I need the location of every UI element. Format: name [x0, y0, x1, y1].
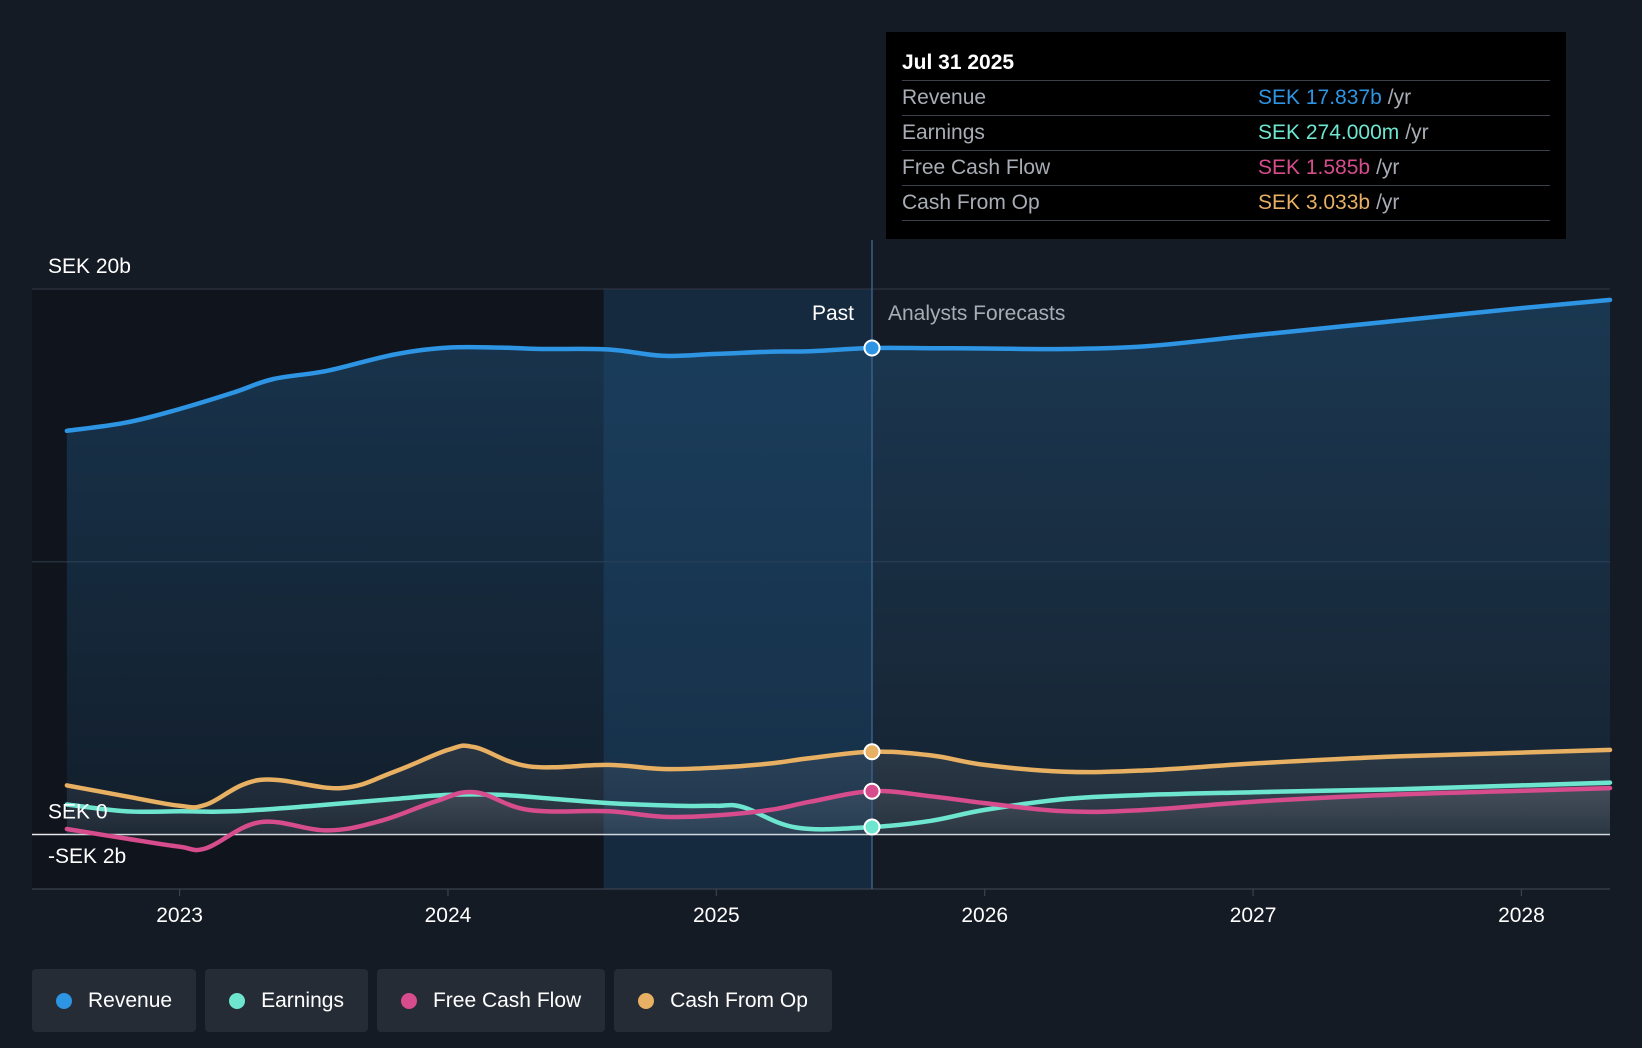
- x-tick-label: 2024: [425, 904, 472, 927]
- revenue-marker: [863, 339, 881, 357]
- tooltip-unit: /yr: [1376, 156, 1400, 179]
- revenue-area: [66, 299, 1610, 835]
- hover-markers: [863, 339, 881, 836]
- cfo-marker: [863, 743, 881, 761]
- tooltip-series-value: SEK 17.837b: [1258, 86, 1382, 109]
- y-axis-labels: SEK 20b SEK 0 -SEK 2b: [48, 255, 131, 868]
- earnings-line: [64, 780, 1613, 832]
- legend-label: Cash From Op: [670, 988, 808, 1012]
- legend-item-cash-from-op[interactable]: Cash From Op: [614, 969, 832, 1032]
- x-tick-label: 2023: [156, 904, 203, 927]
- cfo-line: [64, 743, 1613, 810]
- series-lines: [64, 297, 1613, 853]
- tooltip-unit: /yr: [1387, 86, 1412, 109]
- x-axis-labels: 2023 2024 2025 2026 2027 2028: [156, 889, 1545, 927]
- tooltip-series-value: SEK 3.033b: [1258, 191, 1371, 214]
- x-tick-label: 2027: [1230, 904, 1277, 927]
- tooltip-series-name: Cash From Op: [902, 191, 1040, 214]
- legend-label: Earnings: [261, 988, 344, 1012]
- x-tick-label: 2026: [961, 904, 1008, 927]
- tooltip-unit: /yr: [1376, 191, 1400, 214]
- x-tick-label: 2028: [1498, 904, 1545, 927]
- fcf-line: [64, 785, 1613, 853]
- legend-dot-icon: [56, 992, 72, 1009]
- tooltip: Jul 31 2025 Revenue SEK 17.837b/yr Earning…: [886, 32, 1566, 239]
- tooltip-row: Revenue SEK 17.837b/yr: [902, 80, 1550, 115]
- cfo-area: [66, 745, 1610, 835]
- tooltip-series-name: Free Cash Flow: [902, 156, 1051, 179]
- tooltip-series-value: SEK 274.000m: [1258, 121, 1400, 144]
- legend-dot-icon: [400, 992, 417, 1009]
- revenue-line: [64, 297, 1613, 434]
- legend-item-free-cash-flow[interactable]: Free Cash Flow: [376, 969, 606, 1032]
- legend: Revenue Earnings Free Cash Flow Cash From O…: [32, 969, 832, 1032]
- fcf-marker: [863, 782, 881, 800]
- y-tick-label: SEK 20b: [48, 255, 131, 278]
- legend-dot-icon: [229, 992, 246, 1009]
- forecast-label: Analysts Forecasts: [888, 302, 1065, 325]
- series-areas: [66, 299, 1610, 851]
- past-label: Past: [812, 302, 854, 325]
- y-tick-label: SEK 0: [48, 800, 108, 823]
- tooltip-date: Jul 31 2025: [902, 51, 1015, 74]
- tooltip-rows: Revenue SEK 17.837b/yr Earnings SEK 274.000…: [902, 80, 1550, 221]
- tooltip-row: Free Cash Flow SEK 1.585b/yr: [902, 150, 1550, 185]
- tooltip-series-value: SEK 1.585b: [1258, 156, 1371, 179]
- tooltip-row: Cash From Op SEK 3.033b/yr: [902, 185, 1550, 221]
- legend-item-revenue[interactable]: Revenue: [32, 969, 197, 1032]
- legend-label: Free Cash Flow: [432, 988, 582, 1012]
- y-tick-label: -SEK 2b: [48, 845, 126, 868]
- legend-dot-icon: [638, 992, 655, 1009]
- earnings-marker: [863, 818, 881, 836]
- tooltip-series-name: Revenue: [902, 86, 987, 109]
- tooltip-row: Earnings SEK 274.000m/yr: [902, 115, 1550, 150]
- legend-item-earnings[interactable]: Earnings: [205, 969, 368, 1032]
- tooltip-series-name: Earnings: [902, 121, 985, 144]
- x-tick-label: 2025: [693, 904, 740, 927]
- legend-label: Revenue: [88, 988, 173, 1012]
- tooltip-unit: /yr: [1405, 121, 1429, 144]
